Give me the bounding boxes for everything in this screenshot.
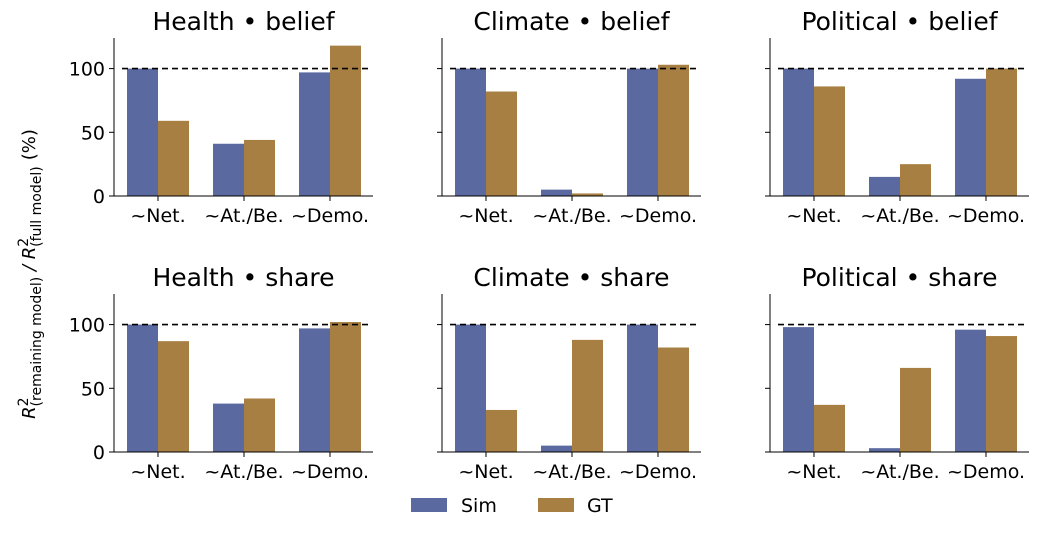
x-tick-label: ~Net.: [130, 205, 185, 227]
y-tick-label: 50: [81, 122, 105, 144]
panel-5: Climate • share ~Net. ~At./Be. ~Demo.: [437, 263, 701, 483]
bar-sim-2: [213, 143, 244, 196]
y-axis-label: R2(remaining model) / R2(full model)(%): [16, 129, 45, 419]
panel-3: Political • belief ~Net. ~At./Be. ~Demo.: [765, 7, 1029, 227]
panel-6: Political • share ~Net. ~At./Be. ~Demo.: [765, 263, 1029, 483]
x-tick-label: ~At./Be.: [204, 461, 283, 483]
bar-gt-3: [330, 45, 361, 197]
panel-title: Political • share: [801, 263, 997, 292]
x-tick-label: ~At./Be.: [532, 461, 611, 483]
bar-sim-3: [299, 328, 330, 452]
panel-2: Climate • belief ~Net. ~At./Be. ~Demo.: [437, 7, 701, 227]
bar-gt-3: [986, 336, 1017, 452]
bar-gt-1: [486, 409, 517, 452]
panel-title: Political • belief: [801, 7, 998, 36]
y-label-r1: R: [19, 406, 40, 419]
bar-sim-1: [455, 68, 486, 196]
y-tick-label: 100: [69, 59, 105, 81]
x-tick-label: ~Net.: [458, 461, 513, 483]
bar-gt-2: [244, 139, 275, 196]
bar-sim-2: [213, 403, 244, 452]
x-tick-label: ~Net.: [130, 461, 185, 483]
x-tick-label: ~Net.: [458, 205, 513, 227]
x-tick-label: ~At./Be.: [532, 205, 611, 227]
bar-sim-2: [541, 189, 572, 196]
bar-gt-1: [814, 86, 845, 196]
bar-gt-1: [158, 120, 189, 196]
x-tick-label: ~Demo.: [291, 205, 369, 227]
bar-sim-3: [627, 324, 658, 452]
legend-swatch-sim: [411, 498, 447, 512]
svg-text:R2(remaining model) / R2(full: R2(remaining model) / R2(full model)(%): [16, 129, 45, 419]
x-tick-label: ~At./Be.: [204, 205, 283, 227]
bar-sim-1: [455, 324, 486, 452]
y-label-remaining: (remaining model): [29, 277, 45, 407]
legend-label-sim: Sim: [461, 495, 497, 517]
bar-sim-1: [127, 68, 158, 196]
bar-gt-3: [330, 322, 361, 452]
x-tick-label: ~Demo.: [619, 205, 697, 227]
y-label-sup2: 2: [16, 238, 32, 247]
x-tick-label: ~Demo.: [619, 461, 697, 483]
y-label-r2: / R: [19, 247, 40, 277]
bar-gt-1: [486, 91, 517, 196]
bar-gt-1: [814, 404, 845, 452]
bar-gt-2: [244, 398, 275, 452]
panel-title: Climate • share: [473, 263, 669, 292]
x-tick-label: ~Demo.: [947, 461, 1025, 483]
y-tick-label: 0: [93, 186, 105, 208]
y-tick-label: 50: [81, 378, 105, 400]
legend-label-gt: GT: [587, 495, 613, 517]
bar-sim-2: [541, 445, 572, 452]
bar-gt-3: [658, 64, 689, 197]
panel-title: Climate • belief: [473, 7, 670, 36]
x-tick-label: ~Demo.: [947, 205, 1025, 227]
legend-swatch-gt: [538, 498, 574, 512]
x-tick-label: ~Net.: [786, 461, 841, 483]
bar-sim-3: [955, 78, 986, 196]
bar-gt-2: [900, 164, 931, 196]
y-tick-label: 0: [93, 442, 105, 464]
bar-sim-3: [627, 68, 658, 196]
x-tick-label: ~At./Be.: [860, 461, 939, 483]
x-tick-label: ~Net.: [786, 205, 841, 227]
bar-gt-2: [900, 367, 931, 452]
y-tick-label: 100: [69, 315, 105, 337]
y-label-sup1: 2: [16, 397, 32, 406]
bar-gt-1: [158, 341, 189, 452]
bar-sim-1: [783, 68, 814, 196]
bar-sim-2: [869, 448, 900, 452]
y-label-full: (full model): [29, 166, 45, 247]
x-tick-label: ~At./Be.: [860, 205, 939, 227]
x-tick-label: ~Demo.: [291, 461, 369, 483]
bar-sim-2: [869, 176, 900, 196]
panel-4: Health • share ~Net. ~At./Be. ~Demo. 0 50 100: [69, 263, 373, 483]
panel-title: Health • belief: [152, 7, 335, 36]
bar-gt-3: [986, 68, 1017, 196]
bar-sim-3: [955, 329, 986, 452]
bar-sim-3: [299, 72, 330, 196]
bar-sim-1: [783, 327, 814, 452]
panel-1: Health • belief ~Net. ~At./Be. ~Demo. 0 50 100: [69, 7, 373, 227]
legend: Sim GT: [411, 495, 613, 517]
bar-sim-1: [127, 324, 158, 452]
panel-title: Health • share: [152, 263, 334, 292]
y-label-unit: (%): [19, 129, 40, 160]
bar-gt-2: [572, 339, 603, 452]
bar-gt-2: [572, 193, 603, 196]
bar-gt-3: [658, 347, 689, 452]
panels: Health • belief ~Net. ~At./Be. ~Demo. 0 50 100…: [69, 7, 1029, 483]
